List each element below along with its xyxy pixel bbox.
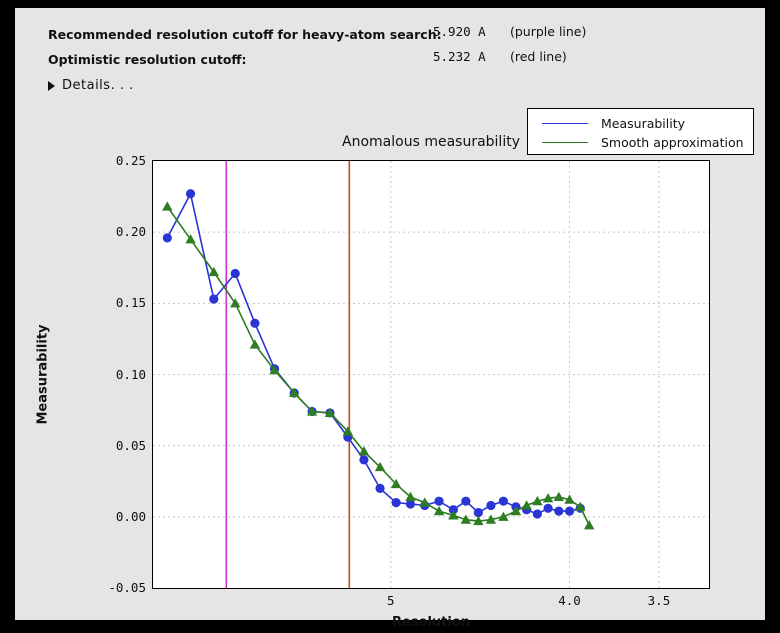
details-disclosure[interactable]: Details. . . <box>48 78 134 93</box>
recommended-cutoff-row: Recommended resolution cutoff for heavy-… <box>48 24 586 43</box>
x-axis-title: Resolution <box>391 615 471 630</box>
optimistic-cutoff-value: 5.232 A <box>433 49 486 64</box>
optimistic-cutoff-note: (red line) <box>510 49 567 64</box>
y-axis-title: Measurability <box>35 324 51 425</box>
chart-canvas <box>153 161 709 588</box>
results-panel: Recommended resolution cutoff for heavy-… <box>15 8 765 630</box>
y-tick-label: 0.10 <box>115 366 146 382</box>
y-tick-label: 0.15 <box>115 295 146 311</box>
y-tick-label: 0.05 <box>115 437 146 453</box>
chart-title: Anomalous measurability <box>342 134 520 150</box>
optimistic-cutoff-row: Optimistic resolution cutoff: 5.232 A (r… <box>48 49 567 68</box>
recommended-cutoff-note: (purple line) <box>510 24 587 39</box>
legend-color-swatch <box>542 142 588 143</box>
recommended-cutoff-value: 5.920 A <box>433 24 486 39</box>
y-tick-label: 0.00 <box>115 508 146 524</box>
triangle-right-icon[interactable] <box>48 80 55 91</box>
y-tick-label: -0.05 <box>108 580 146 595</box>
recommended-cutoff-label: Recommended resolution cutoff for heavy-… <box>48 27 442 42</box>
legend-item-measurability[interactable]: Measurability <box>528 114 753 133</box>
details-label: Details. . . <box>62 78 134 93</box>
x-axis-tick-labels: 5 4.0 3.5 <box>152 593 710 613</box>
y-tick-label: 0.25 <box>115 153 146 168</box>
plot-area <box>152 160 710 589</box>
chart-legend: Measurability Smooth approximation <box>527 108 754 155</box>
chart-figure: Measurability Smooth approximation Anoma… <box>15 101 765 630</box>
optimistic-cutoff-label: Optimistic resolution cutoff: <box>48 52 247 67</box>
legend-label: Measurability <box>601 116 686 131</box>
legend-label: Smooth approximation <box>601 135 744 150</box>
y-axis-tick-labels: -0.05 0.00 0.05 0.10 0.15 0.20 0.25 <box>84 153 146 595</box>
x-tick-label: 4.0 <box>558 593 581 608</box>
x-tick-label: 5 <box>387 593 395 608</box>
legend-color-swatch <box>542 123 588 124</box>
y-tick-label: 0.20 <box>115 224 146 240</box>
legend-item-smooth-approximation[interactable]: Smooth approximation <box>528 133 753 152</box>
x-tick-label: 3.5 <box>647 593 671 608</box>
